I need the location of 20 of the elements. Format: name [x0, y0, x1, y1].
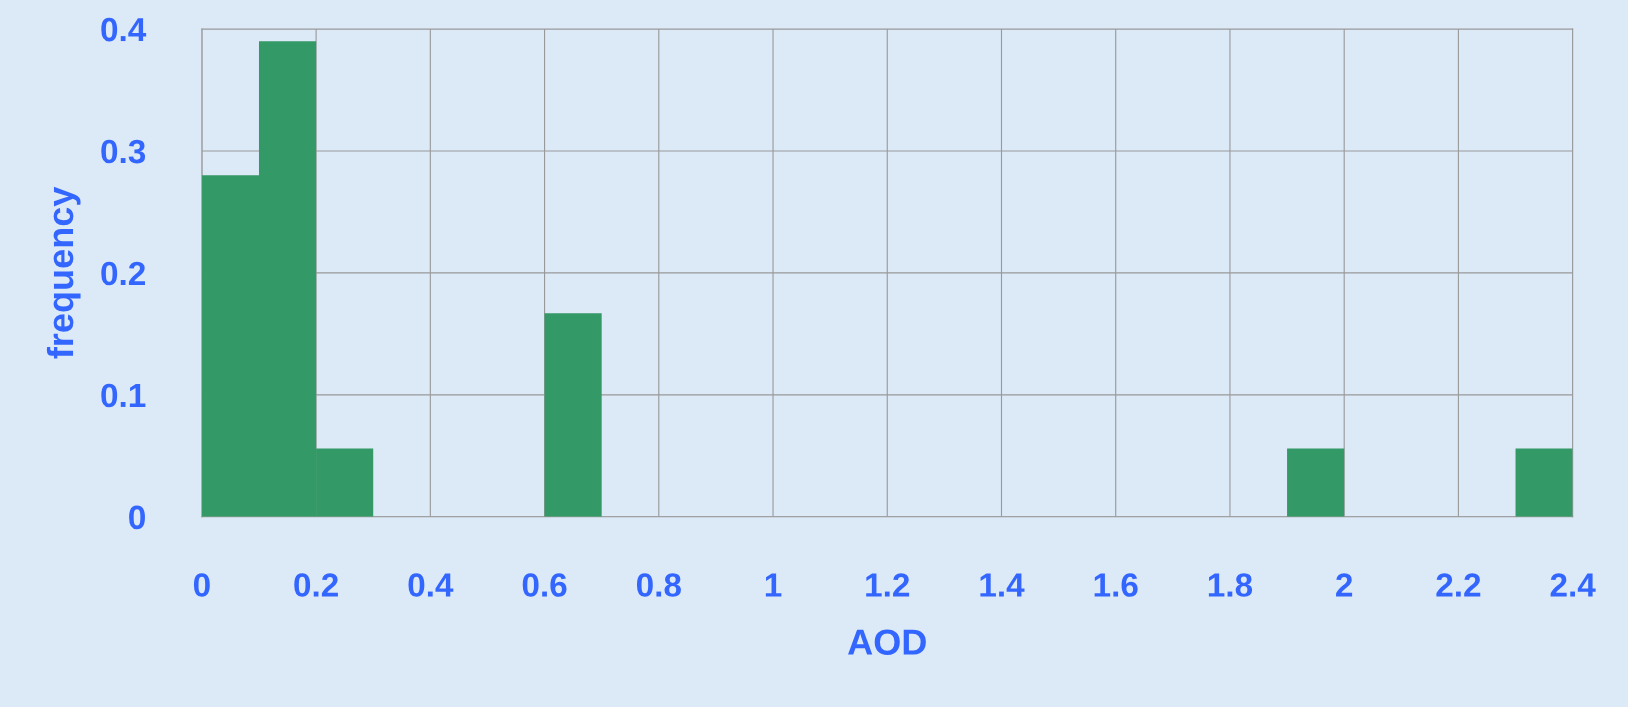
- x-tick-label: 1.4: [980, 573, 1025, 597]
- x-tick-label: 2: [1336, 573, 1353, 597]
- x-tick-label: 1: [765, 573, 782, 597]
- x-tick-label: 1.8: [1208, 573, 1253, 597]
- x-tick-label: 0.2: [294, 573, 338, 597]
- x-tick-label: 0.6: [522, 573, 567, 597]
- x-tick-label: 0.4: [408, 573, 454, 597]
- x-tick-label: 0: [193, 573, 210, 597]
- x-axis-title: AOD: [848, 629, 926, 655]
- y-tick-label: 0: [129, 505, 145, 530]
- y-tick-label: 0.1: [101, 383, 146, 408]
- x-tick-label: 1.2: [866, 573, 910, 597]
- x-tick-label: 0.8: [636, 573, 681, 597]
- y-tick-label: 0.2: [101, 261, 145, 286]
- y-tick-label: 0.4: [101, 17, 147, 42]
- x-tick-label: 2.4: [1550, 573, 1596, 597]
- y-tick-label: 0.3: [101, 139, 146, 164]
- x-tick-label: 1.6: [1094, 573, 1138, 597]
- y-axis-title: frequency: [46, 186, 81, 359]
- x-tick-label: 2.2: [1436, 573, 1481, 597]
